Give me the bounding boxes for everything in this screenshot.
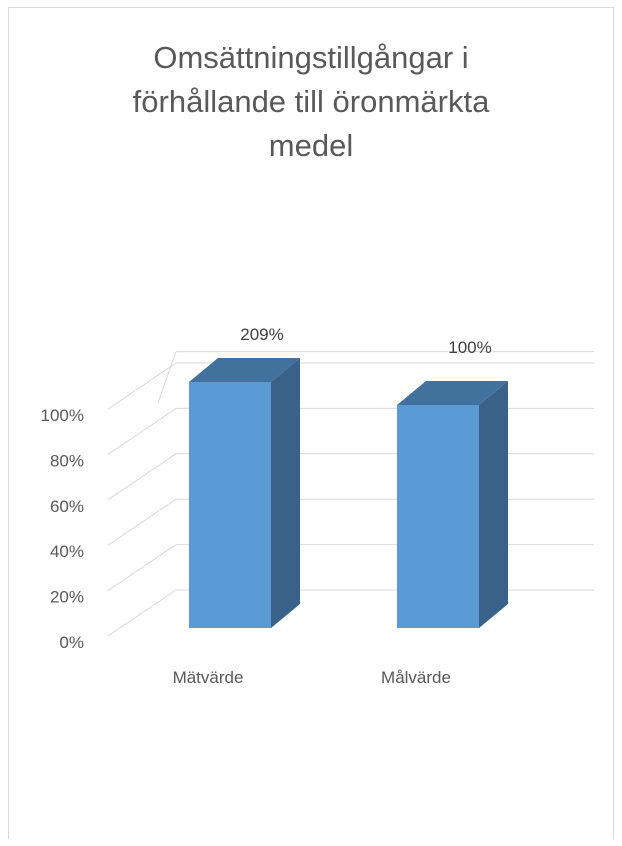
chart-frame xyxy=(8,7,614,839)
labels: 0% 20% 40% 60% 80% 100% 209% Mätvärde 100% Målvär… xyxy=(41,325,492,687)
y-tick-label: 80% xyxy=(50,451,84,470)
data-label: 209% xyxy=(240,325,283,344)
x-tick-label: Mätvärde xyxy=(173,668,244,687)
gridline-diagonal xyxy=(107,453,177,501)
gridline-diagonal xyxy=(107,498,177,546)
gridline-diagonal xyxy=(157,351,177,403)
bars xyxy=(189,358,508,628)
gridlines xyxy=(107,351,594,637)
bar xyxy=(189,382,271,628)
bar xyxy=(397,405,479,628)
bar-top xyxy=(189,358,300,382)
bar-side xyxy=(479,381,508,628)
bar-side xyxy=(271,358,300,628)
bar-top xyxy=(397,381,508,405)
gridline-diagonal xyxy=(107,544,177,592)
x-tick-label: Målvärde xyxy=(381,668,451,687)
gridline-diagonal xyxy=(107,407,177,455)
chart-title: Omsättningstillgångar i förhållande till… xyxy=(132,40,490,163)
gridline-diagonal xyxy=(107,589,177,637)
data-label: 100% xyxy=(448,338,491,357)
y-tick-label: 20% xyxy=(50,588,84,607)
y-tick-label: 40% xyxy=(50,542,84,561)
gridline-diagonal xyxy=(107,362,177,410)
y-tick-label: 60% xyxy=(50,497,84,516)
y-tick-label: 100% xyxy=(41,406,84,425)
y-tick-label: 0% xyxy=(59,633,84,652)
